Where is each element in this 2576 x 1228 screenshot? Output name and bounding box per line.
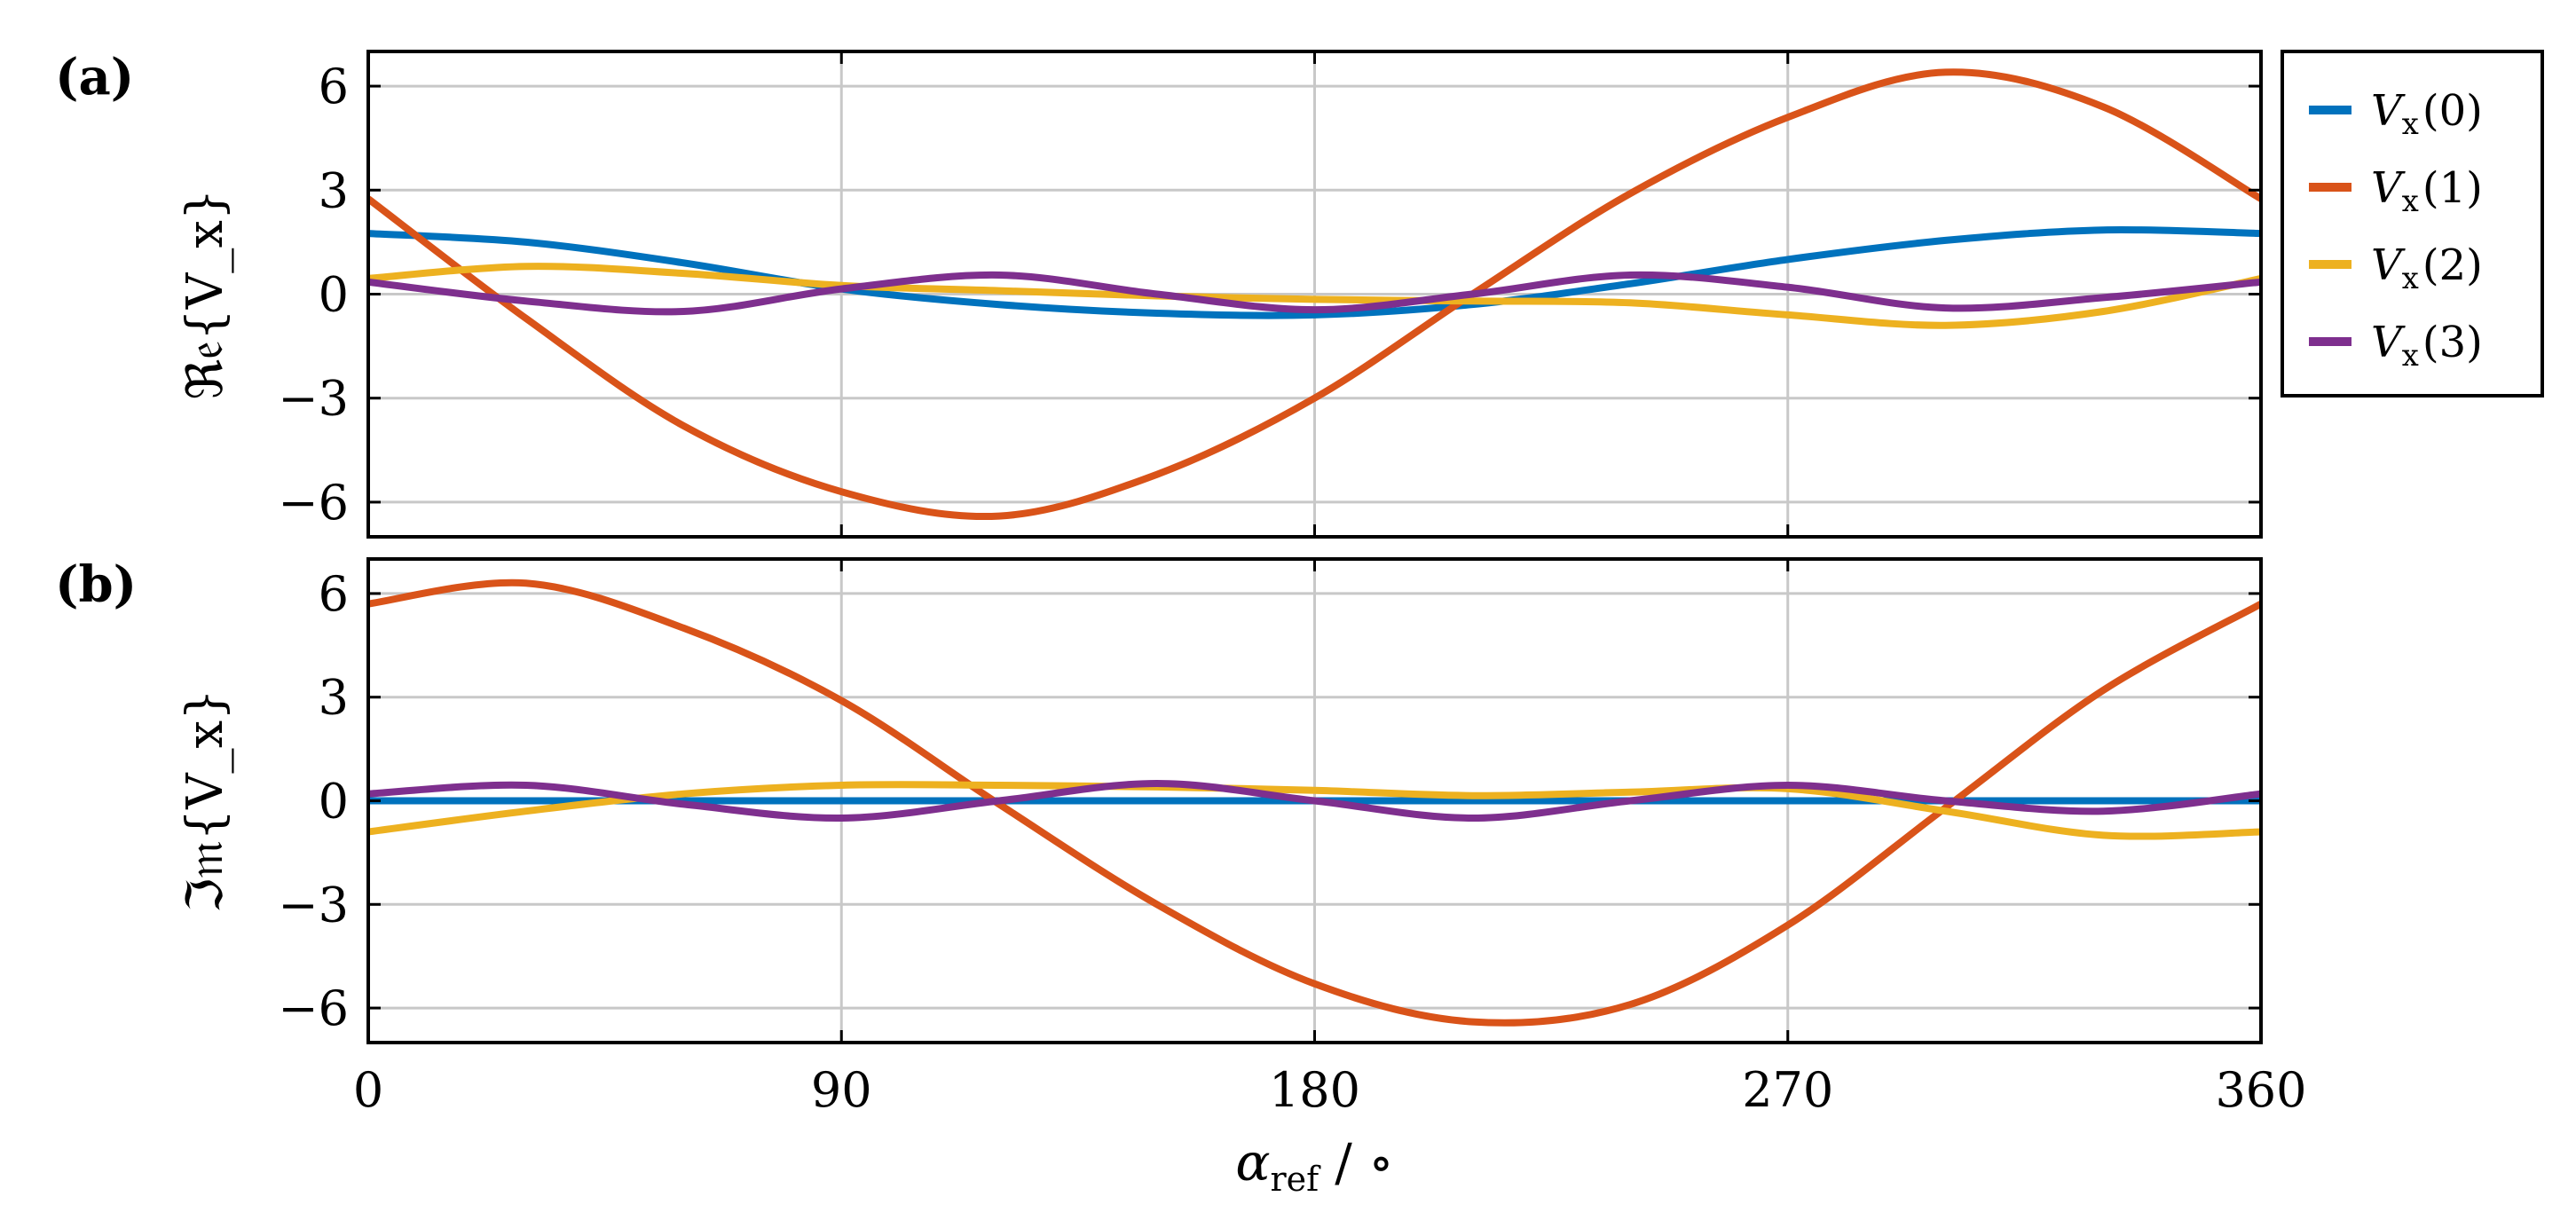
gridlines: [368, 51, 2261, 537]
x-tick-label: 90: [811, 1062, 872, 1118]
panel-a: −6 −3 0 3 6 (a) ℜ𝔢{V_x}: [55, 48, 2263, 539]
panel-label: (a): [55, 48, 134, 106]
y-tick-label: −3: [278, 877, 349, 933]
x-tick-label: 180: [1269, 1062, 1360, 1118]
y-tick-label: −6: [278, 980, 349, 1036]
y-axis-label: ℑ𝔪{V_x}: [177, 689, 234, 912]
x-tick-label: 360: [2215, 1062, 2306, 1118]
y-tick-label: 3: [319, 670, 349, 726]
panel-label: (b): [55, 555, 137, 614]
legend-label: Vx(3): [2371, 318, 2483, 374]
y-tick-label: 6: [319, 566, 349, 622]
x-axis-label-text: αref / ∘: [1235, 1132, 1393, 1199]
legend-entry: Vx(1): [2309, 163, 2483, 219]
legend-label: Vx(0): [2371, 86, 2483, 142]
y-tick-label: 3: [319, 162, 349, 218]
x-axis-label: αref / ∘: [1235, 1132, 1393, 1199]
series-line-2: [368, 781, 2261, 840]
legend-entry: Vx(0): [2309, 86, 2483, 142]
series-line-0: [368, 225, 2261, 319]
legend-label: Vx(2): [2371, 240, 2483, 296]
y-tick-label: −3: [278, 371, 349, 427]
y-tick-label: 0: [319, 774, 349, 830]
y-tick-label: −6: [278, 475, 349, 531]
y-tick-label: 6: [319, 59, 349, 114]
series-lines: [368, 68, 2261, 521]
legend-entry: Vx(2): [2309, 240, 2483, 296]
x-tick-label: 0: [353, 1062, 383, 1118]
y-tick-label: 0: [319, 267, 349, 323]
x-tick-label: 270: [1742, 1062, 1833, 1118]
legend: Vx(0) Vx(1) Vx(2) Vx(3): [2281, 50, 2544, 398]
y-axis-label: ℜ𝔢{V_x}: [177, 189, 234, 400]
series-lines: [368, 579, 2261, 1027]
series-line-3: [368, 271, 2261, 316]
series-line-2: [368, 263, 2261, 329]
series-line-1: [368, 68, 2261, 521]
legend-entry: Vx(3): [2309, 318, 2483, 374]
series-line-3: [368, 780, 2261, 823]
legend-label: Vx(1): [2371, 163, 2483, 219]
